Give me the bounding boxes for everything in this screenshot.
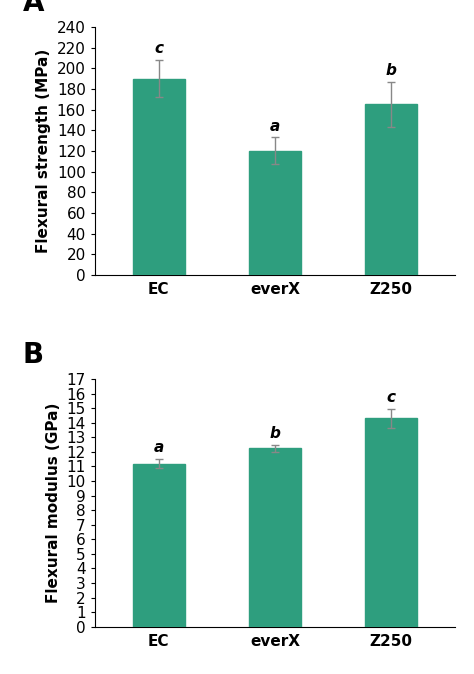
Bar <box>133 79 185 275</box>
Bar <box>133 464 185 627</box>
Text: B: B <box>23 341 44 369</box>
Text: c: c <box>154 41 163 57</box>
Text: a: a <box>154 440 164 456</box>
Bar <box>365 104 417 275</box>
Text: a: a <box>270 119 280 133</box>
Bar <box>365 419 417 627</box>
Bar <box>249 448 301 627</box>
Text: c: c <box>387 390 396 405</box>
Y-axis label: Flexural strength (MPa): Flexural strength (MPa) <box>36 49 51 253</box>
Y-axis label: Flexural modulus (GPa): Flexural modulus (GPa) <box>46 402 61 603</box>
Bar <box>249 151 301 275</box>
Text: A: A <box>23 0 44 17</box>
Text: b: b <box>270 426 280 441</box>
Text: b: b <box>386 63 397 78</box>
